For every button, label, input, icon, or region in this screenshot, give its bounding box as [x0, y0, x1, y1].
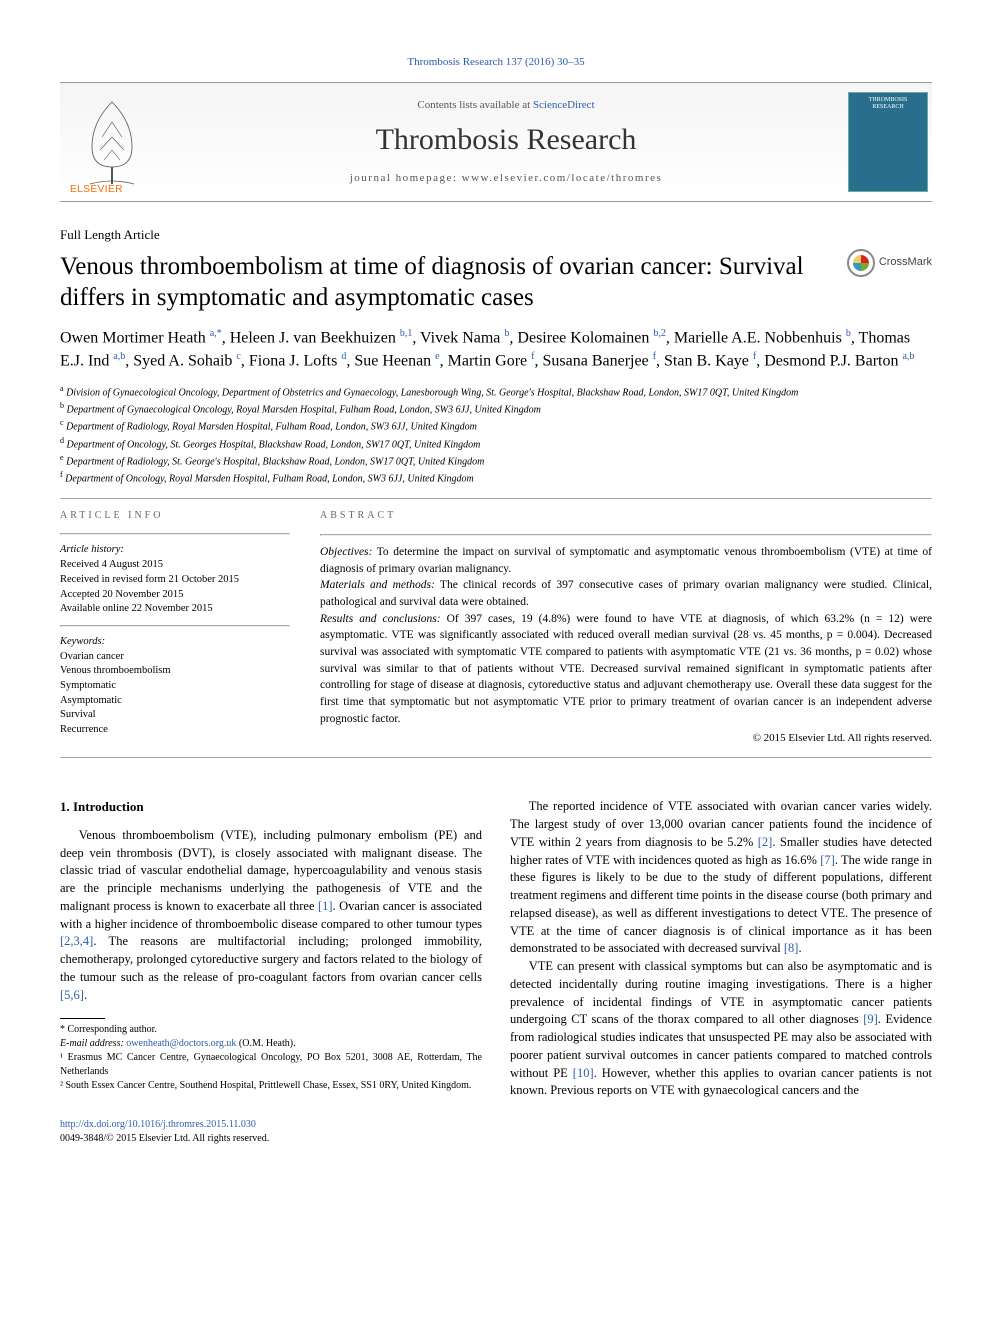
ref-link-10[interactable]: [10] — [573, 1066, 594, 1080]
doi-link[interactable]: http://dx.doi.org/10.1016/j.thromres.201… — [60, 1119, 256, 1130]
history-item: Received in revised form 21 October 2015 — [60, 573, 290, 588]
homepage-prefix: journal homepage: — [350, 172, 462, 184]
article-info-label: ARTICLE INFO — [60, 509, 290, 523]
keyword-item: Venous thromboembolism — [60, 664, 290, 679]
body-columns: 1. Introduction Venous thromboembolism (… — [60, 798, 932, 1100]
keywords-list: Ovarian cancerVenous thromboembolismSymp… — [60, 650, 290, 738]
history-item: Received 4 August 2015 — [60, 558, 290, 573]
ref-link-1[interactable]: [1] — [318, 899, 333, 913]
history-head: Article history: — [60, 543, 290, 558]
journal-header: ELSEVIER Contents lists available at Sci… — [60, 82, 932, 202]
author-email-link[interactable]: owenheath@doctors.org.uk — [126, 1038, 236, 1049]
article-type: Full Length Article — [60, 226, 932, 244]
history-item: Available online 22 November 2015 — [60, 602, 290, 617]
keyword-item: Asymptomatic — [60, 694, 290, 709]
intro-para-3: VTE can present with classical symptoms … — [510, 958, 932, 1100]
ref-link-56[interactable]: [5,6] — [60, 988, 84, 1002]
email-line: E-mail address: owenheath@doctors.org.uk… — [60, 1037, 482, 1051]
contents-line: Contents lists available at ScienceDirec… — [164, 98, 848, 113]
affiliation-item: b Department of Gynaecological Oncology,… — [60, 400, 932, 417]
journal-title: Thrombosis Research — [164, 119, 848, 161]
doi-block: http://dx.doi.org/10.1016/j.thromres.201… — [60, 1118, 932, 1146]
results-text: Of 397 cases, 19 (4.8%) were found to ha… — [320, 613, 932, 725]
email-post: (O.M. Heath). — [236, 1038, 295, 1049]
intro-para-2: The reported incidence of VTE associated… — [510, 798, 932, 958]
affiliation-item: f Department of Oncology, Royal Marsden … — [60, 469, 932, 486]
page-root: Thrombosis Research 137 (2016) 30–35 ELS… — [0, 0, 992, 1186]
affiliation-item: c Department of Radiology, Royal Marsden… — [60, 417, 932, 434]
article-info-column: ARTICLE INFO Article history: Received 4… — [60, 509, 290, 747]
elsevier-tree-icon — [68, 92, 156, 192]
methods-label: Materials and methods: — [320, 579, 435, 591]
sciencedirect-link[interactable]: ScienceDirect — [533, 99, 595, 111]
affiliation-item: a Division of Gynaecological Oncology, D… — [60, 383, 932, 400]
abstract-copyright: © 2015 Elsevier Ltd. All rights reserved… — [320, 731, 932, 747]
footnote-2: ² South Essex Cancer Centre, Southend Ho… — [60, 1079, 482, 1093]
text-run: . — [84, 988, 87, 1002]
keyword-item: Symptomatic — [60, 679, 290, 694]
affiliation-item: d Department of Oncology, St. Georges Ho… — [60, 435, 932, 452]
ref-link-234[interactable]: [2,3,4] — [60, 934, 93, 948]
footnote-rule — [60, 1018, 105, 1019]
objectives-text: To determine the impact on survival of s… — [320, 546, 932, 575]
results-label: Results and conclusions: — [320, 613, 441, 625]
authors-list: Owen Mortimer Heath a,*, Heleen J. van B… — [60, 327, 932, 372]
crossmark-badge[interactable]: CrossMark — [847, 249, 932, 277]
body-left-column: 1. Introduction Venous thromboembolism (… — [60, 798, 482, 1100]
abstract-text: Objectives: To determine the impact on s… — [320, 544, 932, 727]
top-citation: Thrombosis Research 137 (2016) 30–35 — [60, 55, 932, 70]
divider — [60, 757, 932, 758]
footnote-1: ¹ Erasmus MC Cancer Centre, Gynaecologic… — [60, 1051, 482, 1079]
journal-cover-thumb: THROMBOSIS RESEARCH — [848, 92, 928, 192]
history-item: Accepted 20 November 2015 — [60, 588, 290, 603]
ref-link-8[interactable]: [8] — [784, 941, 799, 955]
homepage-line: journal homepage: www.elsevier.com/locat… — [164, 171, 848, 186]
affiliation-item: e Department of Radiology, St. George's … — [60, 452, 932, 469]
elsevier-brand: ELSEVIER — [70, 183, 123, 197]
divider — [60, 498, 932, 499]
abstract-column: ABSTRACT Objectives: To determine the im… — [320, 509, 932, 747]
footnotes: * Corresponding author. E-mail address: … — [60, 1018, 482, 1093]
doi-copyright: 0049-3848/© 2015 Elsevier Ltd. All right… — [60, 1133, 269, 1144]
text-run: . The wide range in these figures is lik… — [510, 853, 932, 956]
corr-author: * Corresponding author. — [60, 1023, 482, 1037]
ref-link-7[interactable]: [7] — [820, 853, 835, 867]
homepage-url[interactable]: www.elsevier.com/locate/thromres — [462, 172, 663, 184]
crossmark-icon — [847, 249, 875, 277]
header-center: Contents lists available at ScienceDirec… — [164, 98, 848, 187]
keyword-item: Ovarian cancer — [60, 650, 290, 665]
divider — [60, 533, 290, 535]
keyword-item: Survival — [60, 708, 290, 723]
cover-text-1: THROMBOSIS — [869, 97, 908, 104]
keywords-head: Keywords: — [60, 635, 290, 650]
citation-link[interactable]: Thrombosis Research 137 (2016) 30–35 — [407, 56, 584, 68]
ref-link-9[interactable]: [9] — [863, 1012, 878, 1026]
contents-prefix: Contents lists available at — [417, 99, 532, 111]
divider — [320, 534, 932, 536]
text-run: . — [798, 941, 801, 955]
intro-heading: 1. Introduction — [60, 798, 482, 816]
body-right-column: The reported incidence of VTE associated… — [510, 798, 932, 1100]
objectives-label: Objectives: — [320, 546, 372, 558]
info-abstract-row: ARTICLE INFO Article history: Received 4… — [60, 509, 932, 747]
article-title: Venous thromboembolism at time of diagno… — [60, 251, 840, 314]
cover-text-2: RESEARCH — [872, 104, 903, 111]
intro-para-1: Venous thromboembolism (VTE), including … — [60, 827, 482, 1005]
text-run: . The reasons are multifactorial includi… — [60, 934, 482, 984]
abstract-label: ABSTRACT — [320, 509, 932, 524]
history-list: Received 4 August 2015Received in revise… — [60, 558, 290, 617]
ref-link-2[interactable]: [2] — [758, 835, 773, 849]
email-label: E-mail address: — [60, 1038, 126, 1049]
divider — [60, 625, 290, 627]
affiliations-list: a Division of Gynaecological Oncology, D… — [60, 383, 932, 487]
keyword-item: Recurrence — [60, 723, 290, 738]
crossmark-label: CrossMark — [879, 255, 932, 270]
